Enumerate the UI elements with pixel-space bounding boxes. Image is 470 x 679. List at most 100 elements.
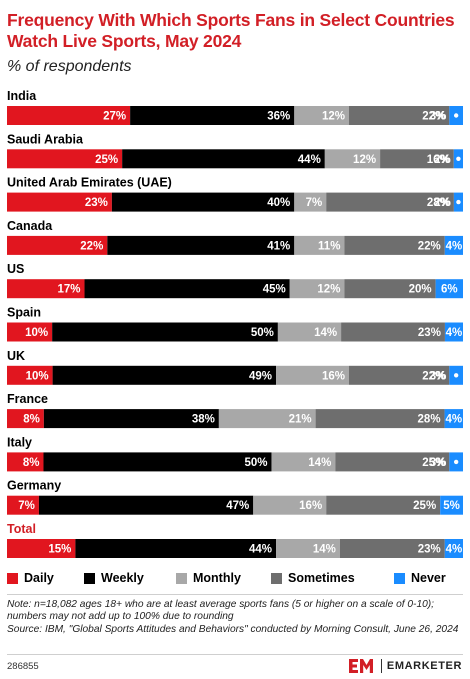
category-label: US [7, 262, 24, 276]
bar-segment-daily [7, 365, 53, 385]
small-value-marker [456, 199, 461, 205]
legend-label: Never [411, 571, 446, 585]
source-text: Source: IBM, "Global Sports Attitudes an… [7, 623, 459, 635]
data-label: 12% [322, 111, 345, 123]
data-label: 5% [443, 500, 460, 512]
bar-segment-sometimes [349, 106, 450, 125]
data-label: 12% [317, 284, 340, 296]
legend-item-monthly: Monthly [176, 571, 241, 585]
bar-segment-weekly [52, 322, 278, 342]
bar-segment-daily [7, 235, 108, 255]
small-value-marker [453, 113, 459, 118]
data-label: 44% [298, 154, 321, 166]
chart-subtitle: % of respondents [7, 58, 132, 75]
data-label: 40% [267, 197, 290, 209]
category-label: Germany [7, 479, 61, 493]
legend-item-never: Never [394, 571, 446, 585]
data-label: 7% [306, 197, 323, 209]
category-label: Saudi Arabia [7, 132, 84, 146]
data-label: 10% [25, 327, 48, 339]
bar-segment-monthly [277, 322, 342, 342]
bar-segment-never [440, 495, 463, 515]
bar-segment-sometimes [344, 279, 436, 299]
bar-segment-daily [7, 149, 123, 169]
data-label: 8% [23, 457, 40, 469]
data-label: 14% [308, 457, 331, 469]
chart-notes: Note: n=18,082 ages 18+ who are at least… [7, 599, 465, 636]
data-label: 16% [427, 154, 450, 166]
bar-segment-daily [7, 539, 76, 558]
data-label: 2% [434, 197, 451, 209]
bar-segment-weekly [75, 539, 277, 558]
bar-segment-daily [7, 322, 53, 342]
bar-segment-never [444, 322, 463, 342]
legend-label: Monthly [193, 571, 241, 585]
data-label: 4% [446, 327, 463, 339]
bar-segment-monthly [276, 539, 340, 558]
bar-segment-weekly [38, 495, 254, 515]
bar-segment-daily [7, 495, 39, 515]
data-label: 16% [299, 500, 322, 512]
bar-segment-weekly [130, 106, 295, 125]
bar-segment-sometimes [344, 235, 445, 255]
data-label: 6% [441, 284, 458, 296]
legend-swatch [271, 572, 282, 584]
data-label: 14% [313, 544, 336, 556]
legend-label: Weekly [101, 571, 144, 585]
bar-segment-daily [7, 106, 131, 125]
bar-segment-monthly [289, 279, 345, 299]
legend-swatch [84, 572, 95, 584]
bar-segment-monthly [218, 409, 316, 429]
bar-segment-sometimes [341, 322, 445, 342]
small-value-marker [453, 459, 459, 465]
bar-segment-daily [7, 452, 44, 472]
category-label: UK [7, 349, 25, 363]
data-label: 4% [446, 544, 463, 556]
bar-segment-weekly [84, 279, 290, 299]
bar-segment-monthly [324, 149, 381, 169]
category-label: Italy [7, 435, 32, 449]
chart-title: Frequency With Which Sports Fans in Sele… [7, 10, 455, 51]
data-label: 23% [85, 197, 108, 209]
data-label: 41% [267, 240, 290, 252]
data-label: 22% [418, 240, 441, 252]
legend-item-sometimes: Sometimes [271, 571, 355, 585]
data-label: 28% [427, 197, 450, 209]
data-label: 10% [26, 370, 49, 382]
bar-segment-sometimes [380, 149, 454, 169]
data-label: 16% [322, 370, 345, 382]
chart-id: 286855 [7, 661, 39, 672]
bar-segment-monthly [271, 452, 336, 472]
data-label: 27% [103, 111, 126, 123]
data-label: 2% [434, 154, 451, 166]
data-label: 3% [430, 457, 447, 469]
legend-label: Sometimes [288, 571, 355, 585]
data-label: 28% [418, 414, 441, 426]
data-label: 25% [422, 457, 445, 469]
bar-segment-never [444, 409, 463, 429]
data-label: 49% [249, 370, 272, 382]
category-label: Spain [7, 306, 41, 320]
data-label: 50% [244, 457, 267, 469]
data-label: 23% [418, 544, 441, 556]
category-label: Total [7, 522, 36, 536]
bar-segment-never [444, 235, 463, 255]
category-label: United Arab Emirates (UAE) [7, 176, 172, 190]
data-label: 44% [249, 544, 272, 556]
category-label: France [7, 392, 48, 406]
data-label: 38% [192, 414, 215, 426]
data-label: 20% [409, 284, 432, 296]
bar-segment-never [435, 279, 463, 299]
data-label: 17% [57, 284, 80, 296]
data-label: 23% [418, 327, 441, 339]
divider [7, 594, 463, 595]
brand-name: EMARKETER [386, 660, 462, 672]
data-label: 4% [445, 414, 462, 426]
bar-segment-monthly [276, 365, 349, 385]
data-label: 25% [413, 500, 436, 512]
data-label: 3% [430, 111, 447, 123]
bar-segment-weekly [43, 409, 219, 429]
bar-segment-monthly [253, 495, 327, 515]
data-label: 7% [18, 500, 35, 512]
bar-segment-monthly [294, 192, 327, 212]
